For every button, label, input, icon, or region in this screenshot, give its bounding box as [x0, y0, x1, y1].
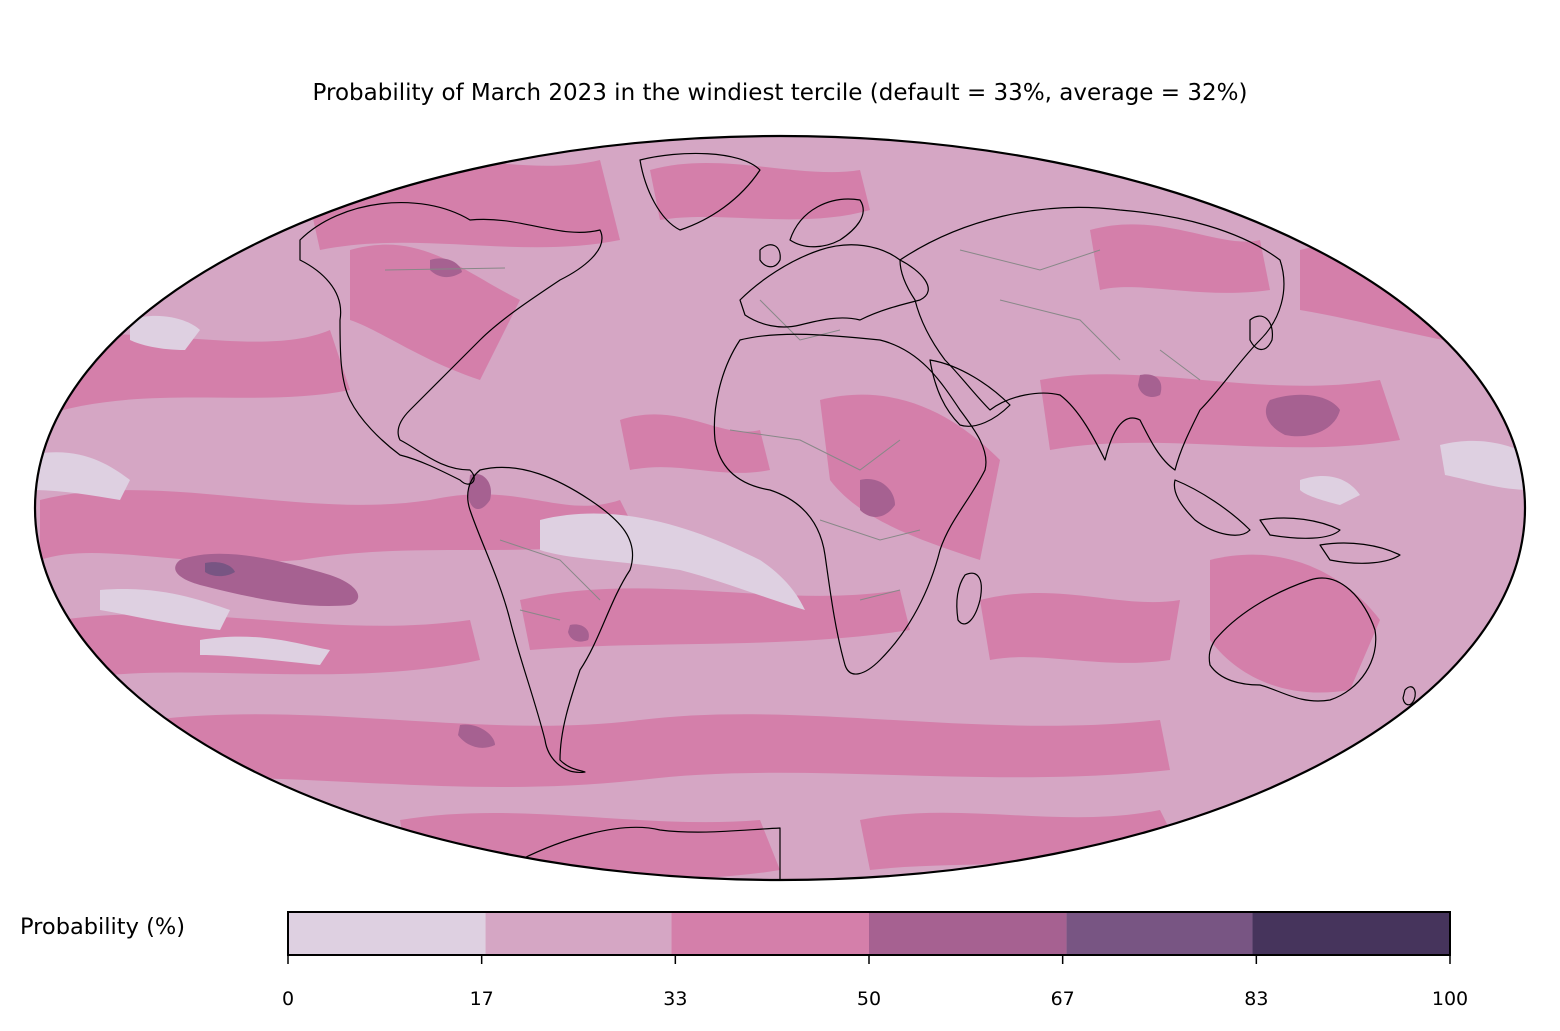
band-0-17 [35, 315, 1525, 665]
colorbar-tick-label: 17 [469, 988, 494, 1010]
globe-outline [33, 134, 1527, 882]
colorbar-label: Probability (%) [20, 914, 186, 940]
colorbar-bin-0 [288, 912, 486, 955]
map-title: Probability of March 2023 in the windies… [312, 80, 1248, 106]
band-67-83 [205, 562, 235, 577]
colorbar-bin-5 [1252, 912, 1450, 955]
colorbar-tick-label: 50 [856, 988, 882, 1010]
probability-field [35, 136, 1525, 880]
colorbar-bin-2 [671, 912, 869, 955]
colorbar [287, 911, 1451, 964]
colorbar-tick-label: 100 [1431, 988, 1469, 1010]
colorbar-tick-label: 83 [1244, 988, 1269, 1010]
colorbar-tick-label: 0 [281, 988, 295, 1010]
colorbar-bin-4 [1066, 912, 1253, 955]
colorbar-bin-3 [869, 912, 1067, 955]
colorbar-tick-label: 33 [663, 988, 688, 1010]
country-borders [384, 249, 1201, 621]
colorbar-tick-label: 67 [1050, 988, 1075, 1010]
coastlines [299, 152, 1416, 880]
colorbar-bin-1 [485, 912, 672, 955]
